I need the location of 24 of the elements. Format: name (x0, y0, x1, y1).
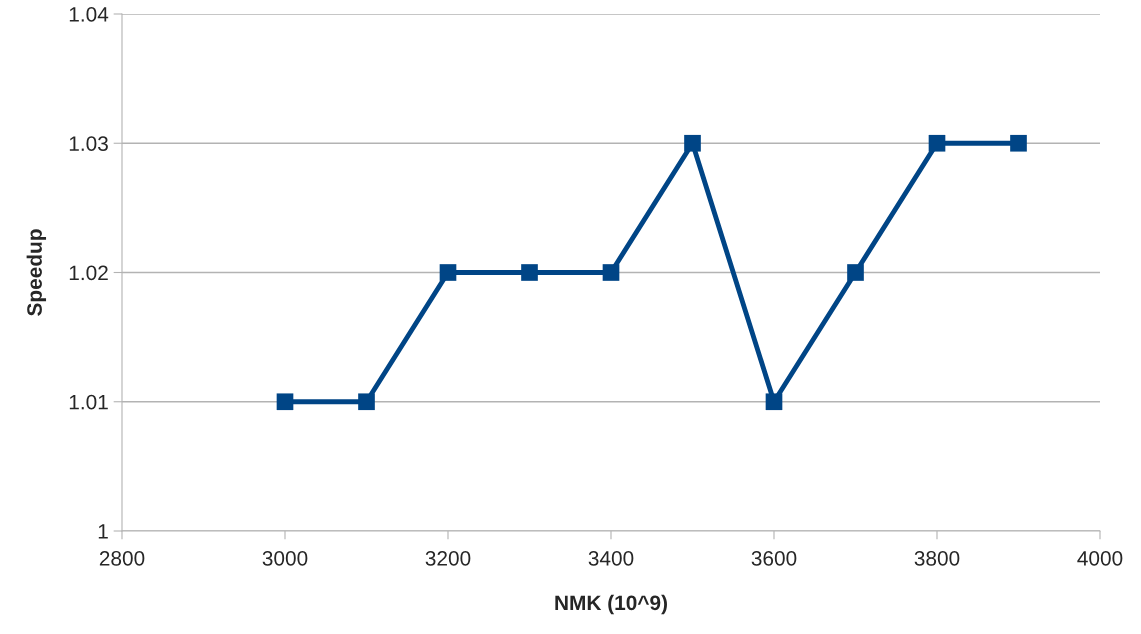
y-tick-label: 1.03 (69, 136, 108, 151)
y-tick-label: 1.01 (69, 394, 108, 410)
x-tick-label: 2800 (99, 550, 145, 566)
y-tick-label: 1.04 (69, 7, 109, 22)
point (847, 264, 864, 281)
x-tick-label: 3000 (262, 550, 308, 566)
x-tick-label: 3800 (914, 550, 960, 566)
point (928, 134, 946, 152)
point (439, 264, 457, 281)
y-tick-label: 1.02 (69, 265, 108, 281)
x-tick-label: 3400 (588, 550, 634, 566)
point (602, 264, 620, 281)
point (1010, 134, 1027, 152)
point (276, 393, 294, 411)
x-axis-title: NMK (10^9) (555, 594, 667, 615)
point (521, 264, 538, 281)
x-tick-label: 3200 (425, 550, 471, 566)
x-tick-label: 4000 (1077, 550, 1123, 566)
point (358, 393, 375, 411)
y-axis-title: Speedup (26, 229, 47, 316)
point (765, 393, 783, 411)
point (684, 134, 701, 152)
y-tick-label: 1 (98, 524, 108, 539)
x-tick-label: 3600 (751, 550, 797, 566)
